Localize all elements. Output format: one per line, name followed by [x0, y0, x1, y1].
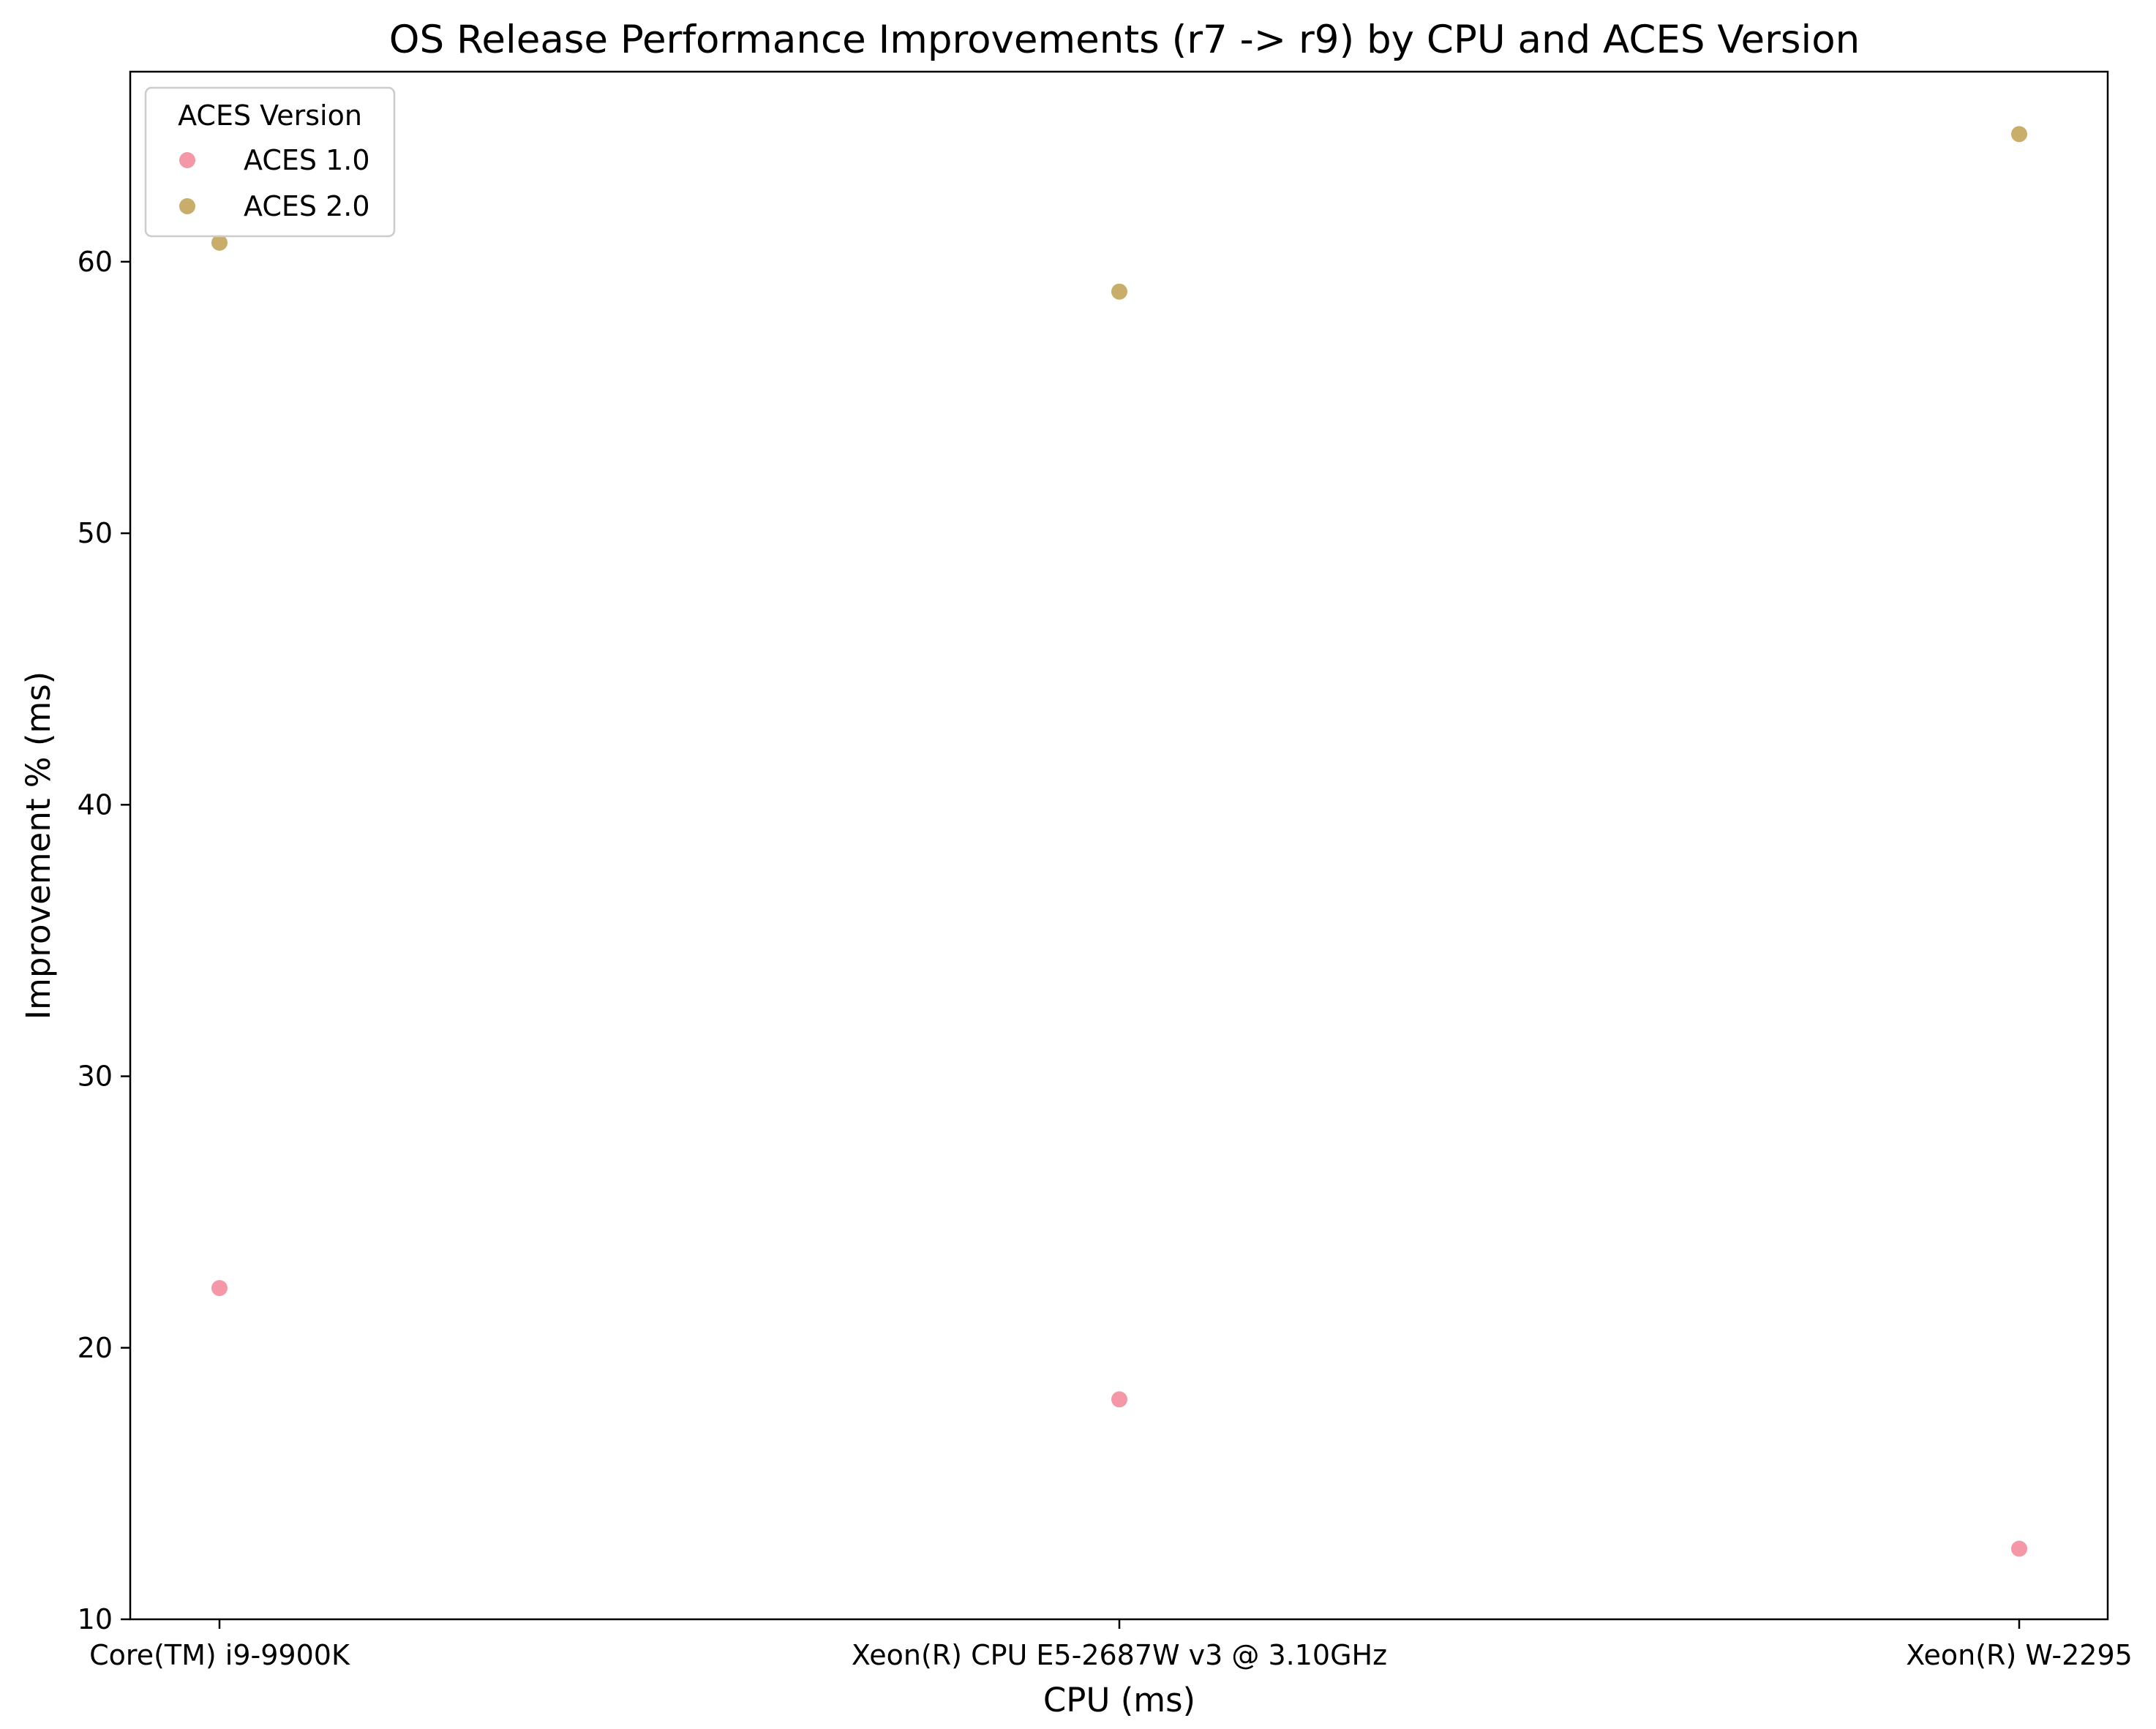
- y-tick-label: 10: [78, 1603, 113, 1635]
- x-tick-label: Xeon(R) W-2295: [1906, 1639, 2133, 1671]
- y-axis-label: Improvement % (ms): [19, 671, 58, 1020]
- y-tick-label: 40: [78, 788, 113, 821]
- x-axis-label: CPU (ms): [1043, 1681, 1195, 1719]
- y-tick-label: 50: [78, 517, 113, 549]
- legend-title: ACES Version: [178, 99, 362, 132]
- legend-marker-aces-1-0: [179, 152, 195, 168]
- y-tick-label: 30: [78, 1061, 113, 1093]
- chart-title: OS Release Performance Improvements (r7 …: [389, 18, 1860, 62]
- data-point-aces-1-0: [211, 1280, 228, 1297]
- x-tick-label: Xeon(R) CPU E5-2687W v3 @ 3.10GHz: [852, 1639, 1387, 1671]
- legend-label-aces-2-0: ACES 2.0: [244, 190, 370, 222]
- data-point-aces-2-0: [211, 234, 228, 251]
- x-tick-label: Core(TM) i9-9900K: [89, 1639, 350, 1671]
- legend-label-aces-1-0: ACES 1.0: [244, 144, 370, 176]
- y-tick-label: 60: [78, 246, 113, 278]
- x-axis-ticks: Core(TM) i9-9900K Xeon(R) CPU E5-2687W v3…: [89, 1619, 2133, 1671]
- y-axis-ticks: 10 20 30 40 50 60: [78, 246, 130, 1635]
- data-point-aces-2-0: [1111, 283, 1127, 300]
- data-point-aces-1-0: [1111, 1391, 1127, 1408]
- data-point-aces-2-0: [2011, 126, 2027, 143]
- data-point-aces-1-0: [2011, 1540, 2027, 1557]
- legend: ACES Version ACES 1.0 ACES 2.0: [144, 86, 396, 238]
- legend-frame: [144, 86, 396, 238]
- legend-marker-aces-2-0: [179, 198, 195, 214]
- y-tick-label: 20: [78, 1332, 113, 1364]
- data-points: [211, 126, 2027, 1557]
